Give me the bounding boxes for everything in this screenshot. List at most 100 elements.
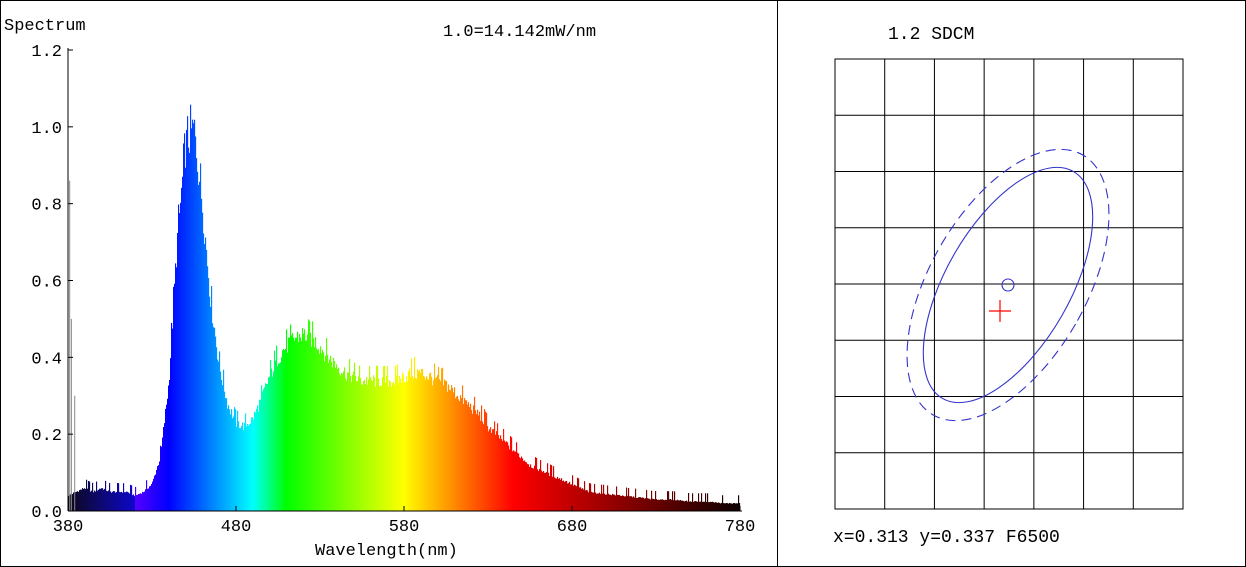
spectrum-bar [724, 503, 726, 511]
spectrum-bar [197, 171, 199, 511]
spectrum-bar [374, 377, 376, 511]
spectrum-bar [415, 378, 417, 511]
spectrum-bar [160, 445, 162, 511]
spectrum-bar [597, 493, 599, 511]
spectrum-bar [479, 411, 481, 511]
spectrum-bar [81, 489, 83, 511]
spectrum-bar [732, 503, 734, 511]
spectrum-bar [211, 286, 213, 511]
spectrum-bar [675, 500, 677, 511]
spectrum-bar [242, 422, 244, 511]
spectrum-bar [109, 483, 111, 511]
spectrum-bar [68, 495, 70, 511]
spectrum-bar [222, 385, 224, 511]
spectrum-bar [586, 490, 588, 511]
spectrum-bar [295, 337, 297, 511]
spectrum-bar [201, 198, 203, 511]
spectrum-bar [319, 353, 321, 511]
spectrum-bar [132, 495, 134, 511]
spectrum-bar [171, 322, 173, 511]
x-tick-label: 780 [725, 518, 756, 537]
spectrum-bar [434, 363, 436, 511]
spectrum-bar [293, 337, 295, 511]
y-tick-label: 0.0 [31, 504, 62, 523]
spectrum-bar [403, 374, 405, 511]
spectrum-bar [347, 372, 349, 511]
spectrum-bar [478, 415, 480, 511]
spectrum-bar [310, 332, 312, 511]
spectrum-bar [524, 460, 526, 511]
spectrum-bar [650, 499, 652, 511]
spectrum-bar [412, 375, 414, 511]
spectrum-bar [296, 337, 298, 511]
spectrum-bar [163, 426, 165, 511]
spectrum-bar [238, 421, 240, 511]
spectrum-bar [192, 119, 194, 512]
spectrum-bar [247, 423, 249, 511]
spectrum-bar [635, 488, 637, 511]
spectrum-bar [300, 337, 302, 511]
x-tick-label: 380 [53, 518, 84, 537]
spectrum-bar [321, 353, 323, 511]
spectrum-bar [139, 493, 141, 511]
spectrum-bar [471, 410, 473, 511]
spectrum-bar [364, 379, 366, 511]
spectrum-bar [498, 435, 500, 511]
spectrum-bar [98, 489, 100, 511]
spectrum-bar [487, 426, 489, 511]
spectrum-bar [460, 395, 462, 511]
spectrum-bar [311, 346, 313, 511]
spectrum-bar [612, 493, 614, 511]
spectrum-bar [738, 495, 740, 511]
spectrum-bar [309, 320, 311, 511]
spectrum-bar [643, 497, 645, 511]
spectrum-bar [435, 378, 437, 511]
spectrum-bar [723, 503, 725, 511]
spectrum-bar [126, 491, 128, 511]
spectrum-bar [237, 410, 239, 511]
spectrum-fill [68, 104, 741, 512]
spectrum-bar [312, 321, 314, 511]
spectrum-bar [555, 478, 557, 511]
spectrum-bar [557, 476, 559, 511]
spectrum-bar [336, 364, 338, 511]
spectrum-bar [578, 478, 580, 511]
spectrum-bar [340, 375, 342, 511]
spectrum-bar [299, 334, 301, 511]
spectrum-bar [444, 379, 446, 511]
spectrum-bar [79, 490, 81, 511]
spectrum-bar [727, 503, 729, 511]
spectrum-bar [688, 493, 690, 511]
spectrum-bar [251, 417, 253, 511]
spectrum-bar [485, 411, 487, 511]
spectrum-bar [467, 404, 469, 511]
spectrum-bar [91, 490, 93, 511]
spectrum-bar [384, 365, 386, 511]
spectrum-bar [277, 366, 279, 511]
spectrum-bar [339, 373, 341, 511]
spectrum-bar [462, 385, 464, 511]
spectrum-bar [95, 491, 97, 511]
spectrum-bar [85, 488, 87, 511]
spectrum-bar [332, 367, 334, 511]
spectrum-bar [172, 328, 174, 511]
spectrum-bar [225, 398, 227, 511]
spectrum-bar [115, 492, 117, 511]
spectrum-bar [70, 494, 72, 511]
spectrum-bar [424, 376, 426, 511]
spectrum-bar [470, 403, 472, 511]
spectrum-bar [656, 499, 658, 511]
sdcm-grid [834, 58, 1184, 510]
spectrum-bar [464, 398, 466, 511]
spectrum-bar [600, 494, 602, 511]
spectrum-bar [158, 465, 160, 511]
spectrum-bar [552, 476, 554, 511]
spectrum-bar [610, 494, 612, 511]
spectrum-bar [582, 488, 584, 511]
spectrum-bar [236, 426, 238, 511]
spectrum-bar [475, 410, 477, 511]
spectrum-bar [584, 481, 586, 511]
spectrum-bar [443, 385, 445, 511]
spectrum-bar [682, 500, 684, 511]
spectrum-bar [655, 491, 657, 511]
